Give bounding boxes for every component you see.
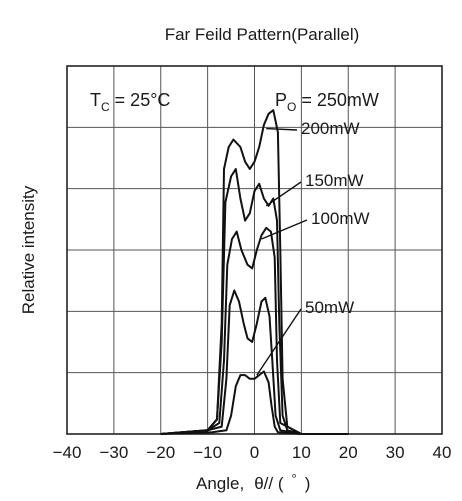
- series-label: 150mW: [305, 171, 364, 190]
- x-tick-label: −40: [53, 443, 82, 462]
- x-axis-label: Angle, θ// (°): [196, 471, 310, 493]
- series-label: 100mW: [311, 209, 370, 228]
- series-label: 50mW: [305, 298, 354, 317]
- series-line-200mW: [160, 168, 349, 435]
- grid: [66, 66, 443, 434]
- x-tick-label: 40: [433, 443, 452, 462]
- x-tick-label: −20: [146, 443, 175, 462]
- x-tick-label: 30: [386, 443, 405, 462]
- po-annotation: PO = 250mW: [275, 90, 379, 114]
- chart-title: Far Feild Pattern(Parallel): [165, 25, 360, 44]
- series-line-50mW: [160, 370, 349, 435]
- series-label-leader: [265, 181, 302, 207]
- x-tick-label: 0: [250, 443, 259, 462]
- x-tick-label: 20: [339, 443, 358, 462]
- y-axis-label: Relative intensity: [19, 185, 38, 314]
- series-line-250mW: [160, 109, 349, 435]
- series-line-100mW: [160, 289, 349, 435]
- x-tick-label: −10: [193, 443, 222, 462]
- plot-frame: [66, 65, 443, 435]
- x-tick-labels: −40 −30 −20 −10 0 10 20 30 40: [53, 443, 452, 462]
- series-line-150mW: [160, 226, 349, 435]
- tc-annotation: TC = 25°C: [90, 90, 170, 114]
- series-curves: [160, 109, 349, 435]
- series-label: 200mW: [301, 119, 360, 138]
- series-label-leader: [266, 127, 298, 131]
- x-tick-label: −30: [99, 443, 128, 462]
- series-label-leader: [261, 219, 308, 240]
- series-labels: 200mW 150mW 100mW 50mW: [256, 119, 370, 376]
- x-tick-label: 10: [292, 443, 311, 462]
- series-label-leader: [256, 308, 302, 376]
